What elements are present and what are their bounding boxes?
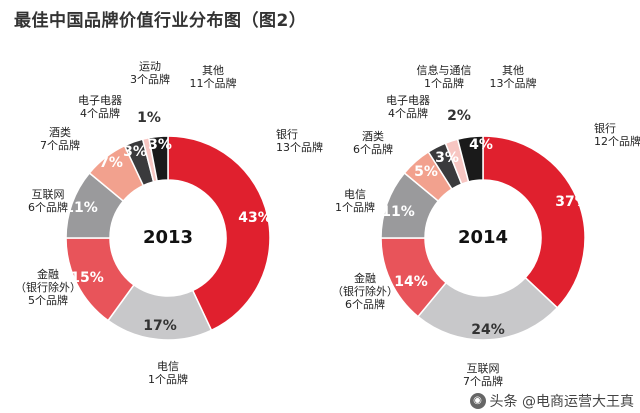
pct-label-2013-7: 3% <box>148 137 172 153</box>
category-label-2014-5: 电子电器 4个品牌 <box>386 94 430 120</box>
pct-label-2013-0: 43% <box>238 210 272 226</box>
category-label-2014-4: 酒类 6个品牌 <box>353 129 393 156</box>
slice-2013-0 <box>167 135 271 332</box>
category-label-2013-1: 电信 1个品牌 <box>148 360 188 386</box>
page-title: 最佳中国品牌价值行业分布图（图2） <box>14 11 307 31</box>
category-label-2014-2: 金融（银行除外） 6个品牌 <box>332 271 398 311</box>
category-label-2014-1: 互联网 7个品牌 <box>463 362 503 388</box>
category-label-2013-5: 电子电器 4个品牌 <box>78 94 122 120</box>
pct-label-2013-3: 11% <box>64 200 98 216</box>
category-label-2014-3: 电信 1个品牌 <box>335 188 375 214</box>
camera-icon: ◉ <box>469 393 486 409</box>
pct-label-2013-4: 7% <box>99 155 123 171</box>
pct-label-2013-2: 15% <box>70 270 104 286</box>
pct-label-2014-4: 5% <box>414 164 438 180</box>
pct-label-2014-7: 4% <box>469 137 493 153</box>
slice-2014-0 <box>482 135 586 309</box>
slice-2014-7 <box>456 135 484 183</box>
pct-label-2014-1: 24% <box>471 322 505 338</box>
pct-label-2013-5: 3% <box>123 144 147 160</box>
slice-2013-7 <box>148 135 169 182</box>
slice-2014-1 <box>416 276 559 341</box>
category-label-2013-3: 互联网 6个品牌 <box>28 188 68 214</box>
pct-label-2014-5: 3% <box>435 150 459 166</box>
pct-label-2013-1: 17% <box>143 318 177 334</box>
pct-label-2014-0: 37% <box>555 194 589 210</box>
pct-label-2014-3: 11% <box>381 204 415 220</box>
category-label-2013-2: 金融（银行除外） 5个品牌 <box>15 267 81 307</box>
pct-label-2014-2: 14% <box>394 274 428 290</box>
category-label-2014-6: 信息与通信 1个品牌 <box>417 63 472 90</box>
pct-label-2013-6: 1% <box>137 110 161 126</box>
category-label-2013-7: 其他 11个品牌 <box>190 64 237 90</box>
category-label-2014-0: 银行 12个品牌 <box>594 121 640 148</box>
category-label-2013-4: 酒类 7个品牌 <box>40 125 80 152</box>
category-label-2013-6: 运动 3个品牌 <box>130 60 170 86</box>
watermark-text: 头条 @电商运营大王真 <box>489 394 634 410</box>
category-label-2014-7: 其他 13个品牌 <box>490 64 537 90</box>
watermark: ◉ 头条 @电商运营大王真 <box>469 391 634 411</box>
pct-label-2014-6: 2% <box>447 108 471 124</box>
year-label-2013: 2013 <box>143 227 193 248</box>
year-label-2014: 2014 <box>458 227 508 248</box>
category-label-2013-0: 银行 13个品牌 <box>276 127 323 154</box>
